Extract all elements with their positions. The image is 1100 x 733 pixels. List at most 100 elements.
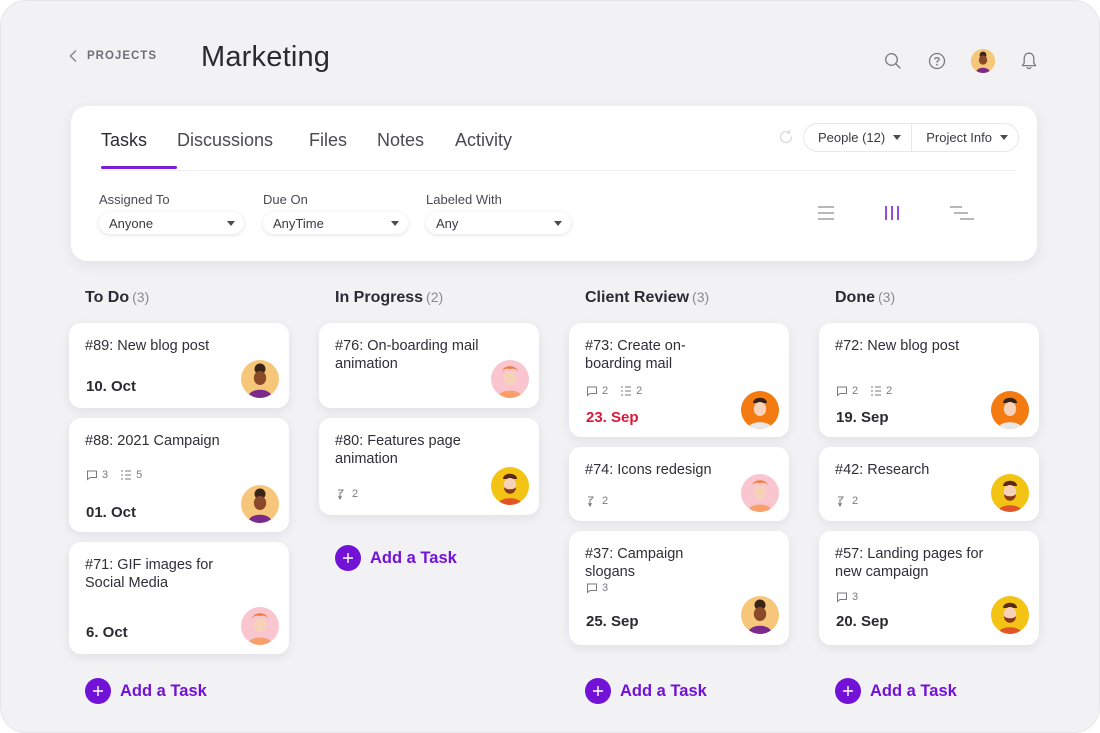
tab-files[interactable]: Files [309,130,348,150]
filter-due-on: Due On AnyTime [263,192,408,234]
comment-count: 3 [86,469,108,481]
comment-count-value: 2 [852,385,859,397]
task-card[interactable]: #80: Features page animation 2 [319,418,539,515]
tab-notes[interactable]: Notes [377,130,425,150]
chevron-down-icon [554,220,562,226]
task-title: #80: Features page animation [335,433,461,467]
subtask-count: 2 [870,385,892,397]
view-switcher [817,205,975,226]
back-to-projects[interactable]: PROJECTS [69,50,157,62]
column-in-progress: In Progress (2) #76: On-boarding mail ani… [319,289,539,589]
help-icon[interactable] [927,49,947,73]
checklist-icon [871,386,882,396]
column-count: (3) [692,289,710,305]
chevron-down-icon [999,135,1008,140]
assignee-avatar[interactable] [741,474,779,512]
header-actions [883,49,1039,73]
task-title: #88: 2021 Campaign [85,433,220,449]
chevron-down-icon [391,220,399,226]
add-task-button[interactable]: Add a Task [335,545,457,571]
filter-value: AnyTime [273,215,324,231]
plus-icon [335,545,361,571]
attachment-count-value: 2 [602,495,609,507]
add-task-label: Add a Task [120,681,207,700]
bell-icon[interactable] [1019,49,1039,73]
timeline-view-icon[interactable] [949,205,975,226]
task-card[interactable]: #72: New blog post 2 2 19. Sep [819,323,1039,437]
task-title: #74: Icons redesign [585,462,712,478]
subtask-count-value: 2 [886,385,893,397]
column-title: Client Review [585,289,690,306]
plus-icon [585,678,611,704]
column-title: To Do [85,289,130,306]
assignee-avatar[interactable] [491,360,529,398]
comment-count: 3 [586,582,608,594]
search-icon[interactable] [883,49,903,73]
board-view-icon[interactable] [883,205,901,226]
attachment-icon [588,496,594,507]
task-card[interactable]: #37: Campaign slogans 3 25. Sep [569,531,789,645]
filter-label: Due On [263,192,308,207]
due-on-select[interactable]: AnyTime [263,212,408,234]
task-title: #73: Create on-boarding mail [585,338,686,372]
refresh-icon[interactable] [777,128,795,146]
comment-count-value: 2 [602,385,609,397]
assignee-avatar[interactable] [741,391,779,429]
tab-discussions[interactable]: Discussions [177,130,274,150]
people-label: People (12) [818,130,886,145]
list-view-icon[interactable] [817,205,835,226]
people-dropdown[interactable]: People (12) [804,124,911,151]
subtask-count-value: 2 [636,385,643,397]
task-card[interactable]: #89: New blog post 10. Oct [69,323,289,408]
add-task-button[interactable]: Add a Task [85,678,207,704]
task-card[interactable]: #76: On-boarding mail animation [319,323,539,408]
add-task-button[interactable]: Add a Task [585,678,707,704]
assignee-avatar[interactable] [241,607,279,645]
chevron-down-icon [893,135,902,140]
user-avatar[interactable] [971,49,995,73]
comment-count-value: 3 [852,591,859,603]
project-info-dropdown[interactable]: Project Info [911,124,1018,151]
column-header: In Progress (2) [319,289,539,309]
comment-icon [837,592,847,603]
plus-icon [85,678,111,704]
attachment-icon [838,496,844,507]
plus-icon [835,678,861,704]
task-title: #72: New blog post [835,338,960,354]
task-meta: 2 2 [836,385,892,397]
assignee-avatar[interactable] [991,596,1029,634]
assigned-to-select[interactable]: Anyone [99,212,244,234]
column-count: (3) [878,289,896,305]
task-card[interactable]: #88: 2021 Campaign 3 5 01. Oct [69,418,289,532]
column-to-do: To Do (3) #89: New blog post 10. Oct #88:… [69,289,289,719]
column-header: To Do (3) [69,289,289,309]
filter-value: Anyone [109,215,154,231]
task-card[interactable]: #42: Research 2 [819,447,1039,521]
task-card[interactable]: #73: Create on-boarding mail 2 2 23. Sep [569,323,789,437]
subtask-count: 5 [120,469,142,481]
assignee-avatar[interactable] [741,596,779,634]
attachment-count: 2 [336,488,358,500]
task-card[interactable]: #71: GIF images for Social Media 6. Oct [69,542,289,654]
task-card[interactable]: #57: Landing pages for new campaign 3 20… [819,531,1039,645]
assignee-avatar[interactable] [991,474,1029,512]
project-toolbar-panel: Tasks Discussions Files Notes Activity P… [71,106,1037,261]
column-client-review: Client Review (3) #73: Create on-boarding… [569,289,789,719]
attachment-count: 2 [586,495,608,507]
assignee-avatar[interactable] [491,467,529,505]
people-project-info-group: People (12) Project Info [803,123,1019,152]
task-card[interactable]: #74: Icons redesign 2 [569,447,789,521]
task-title: #37: Campaign slogans [585,546,684,580]
column-title: In Progress [335,289,424,306]
subtask-count-value: 5 [136,469,143,481]
add-task-label: Add a Task [370,548,457,567]
tab-tasks[interactable]: Tasks [101,130,177,169]
tab-activity[interactable]: Activity [455,130,513,150]
assignee-avatar[interactable] [991,391,1029,429]
add-task-button[interactable]: Add a Task [835,678,957,704]
task-meta: 2 [336,488,358,500]
assignee-avatar[interactable] [241,485,279,523]
assignee-avatar[interactable] [241,360,279,398]
task-meta: 3 [836,591,858,603]
labeled-with-select[interactable]: Any [426,212,571,234]
